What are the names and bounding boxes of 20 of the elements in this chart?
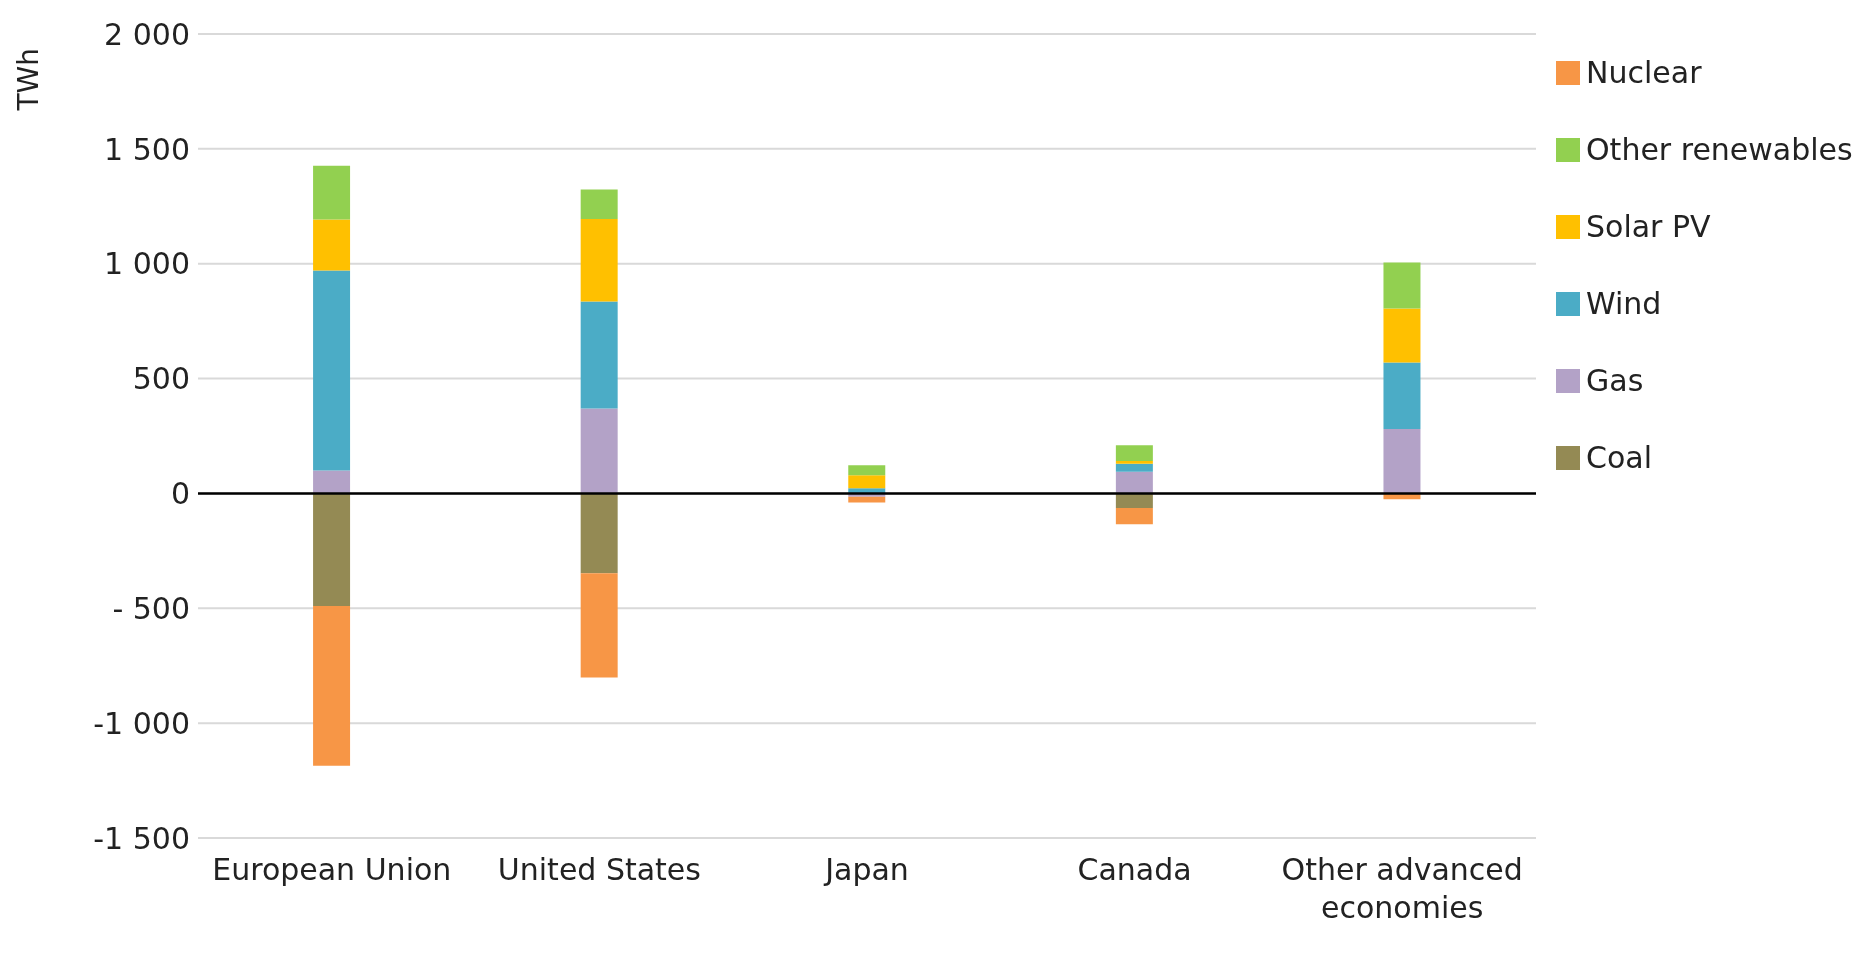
y-tick-label: 0: [170, 476, 190, 512]
legend-label: Coal: [1586, 440, 1653, 475]
x-tick-label: European Union: [212, 852, 452, 887]
legend-label: Other renewables: [1586, 132, 1853, 167]
x-tick-label: Canada: [1077, 852, 1192, 887]
y-tick-label: -1 000: [93, 705, 190, 741]
legend-label: Nuclear: [1586, 55, 1702, 90]
x-tick-label: Japan: [823, 852, 909, 887]
legend-label: Solar PV: [1586, 209, 1711, 244]
y-axis-title: TWh: [12, 48, 45, 113]
x-tick-label: United States: [497, 852, 701, 887]
legend-label: Wind: [1586, 286, 1662, 321]
x-tick-label: Other advanced economies: [1281, 852, 1523, 925]
legend-label: Gas: [1586, 363, 1644, 398]
y-tick-label: - 500: [112, 590, 190, 626]
y-tick-label: 1 500: [104, 131, 190, 167]
y-tick-label: 500: [132, 361, 190, 397]
y-tick-label: 1 000: [104, 246, 190, 282]
y-tick-label: -1 500: [93, 820, 190, 856]
y-tick-label: 2 000: [104, 16, 190, 52]
